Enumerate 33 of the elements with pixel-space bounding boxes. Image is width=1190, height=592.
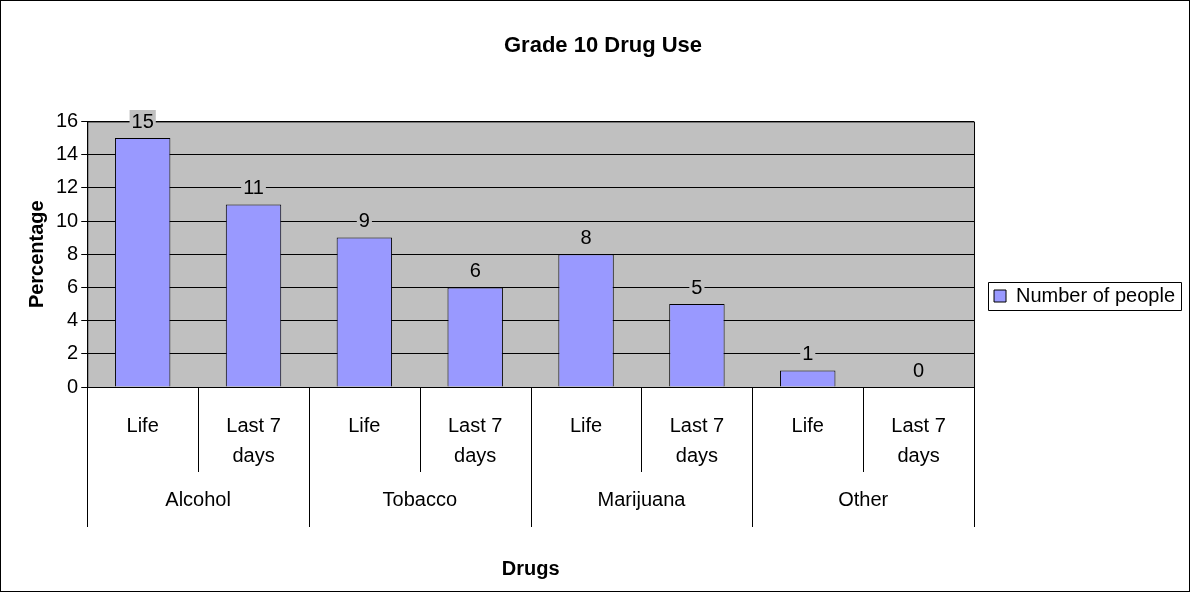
y-tick-label: 14 [56, 142, 79, 165]
x-tick-label: Life [791, 413, 824, 436]
x-tick-label: Last 7 days [226, 413, 281, 466]
x-tick-label: Last 7 days [891, 413, 946, 466]
y-tick-label: 4 [67, 308, 79, 331]
text: Marijuana [597, 487, 687, 510]
y-tick-label: 10 [56, 208, 79, 231]
chart-title: Grade 10 Drug Use [503, 32, 703, 58]
data-label: 1 [802, 341, 814, 364]
data-label: 9 [358, 209, 370, 232]
y-tick-label: 16 [56, 108, 79, 131]
text: Other [838, 487, 889, 510]
y-axis-title: Percentage [24, 200, 47, 309]
x-tick-label: Life [126, 413, 159, 436]
y-tick-label: 2 [67, 341, 79, 364]
y-tick-label: 8 [67, 241, 79, 264]
y-tick-label: 6 [67, 274, 79, 297]
y-tick-label: 12 [56, 175, 79, 198]
x-tick-label: Life [569, 413, 603, 436]
data-label: 6 [469, 258, 481, 281]
x-tick-label: Life [348, 413, 381, 436]
x-axis-title: Drugs [501, 556, 560, 579]
y-tick-label: 0 [67, 374, 79, 397]
data-label: 15 [131, 109, 154, 132]
data-label: 5 [691, 275, 703, 298]
text: Tobacco [382, 487, 458, 510]
text: Alcohol [165, 487, 231, 510]
data-label: 8 [580, 225, 592, 248]
data-label: 0 [913, 358, 925, 381]
x-tick-label: Last 7 days [447, 413, 503, 466]
x-tick-label: Last 7 days [669, 413, 725, 466]
data-label: 11 [243, 175, 264, 198]
legend-label: Number of people [1016, 283, 1175, 306]
